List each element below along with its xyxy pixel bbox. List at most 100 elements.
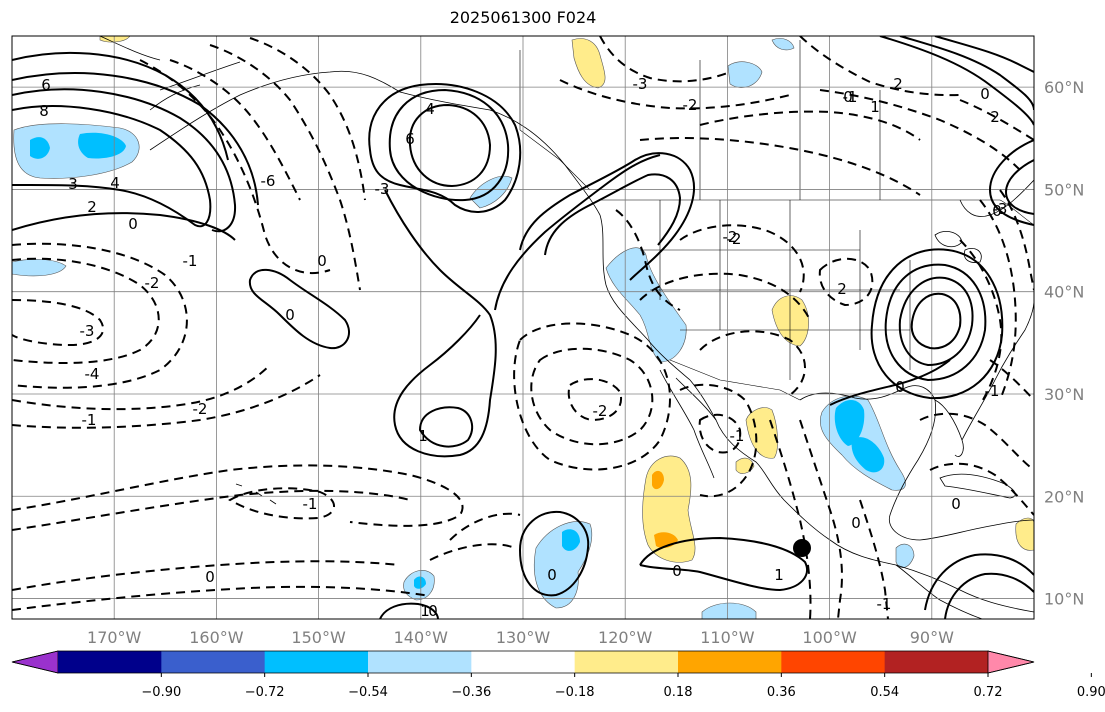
coastline-central-america bbox=[895, 564, 984, 619]
contour-dashed-east-pacific-low bbox=[530, 347, 654, 446]
contour-label: 2 bbox=[87, 198, 97, 216]
contour-solid-aleutian-high-3 bbox=[12, 72, 259, 206]
contour-label: -2 bbox=[727, 230, 742, 248]
map-frame bbox=[11, 35, 1035, 620]
contour-solid-aleutian-high bbox=[12, 105, 212, 228]
contour-label: 0 bbox=[843, 88, 853, 106]
contour-label: 2 bbox=[990, 108, 1000, 126]
contour-dashed-alaska-north-2 bbox=[559, 79, 791, 110]
contour-label: 0 bbox=[851, 514, 861, 532]
contour-label: -4 bbox=[85, 365, 100, 383]
latitude-label: 50°N bbox=[1044, 180, 1084, 199]
contour-solid-right-edge bbox=[988, 139, 1034, 226]
lat-lon-grid bbox=[12, 36, 1034, 619]
longitude-label: 120°W bbox=[598, 628, 653, 647]
fill-cyan-north-pacific-1 bbox=[30, 137, 50, 159]
contour-lines bbox=[12, 36, 1034, 619]
contour-dashed-lower-mid-2 bbox=[429, 543, 516, 561]
contour-solid-gulf-alaska-high bbox=[368, 83, 522, 213]
contour-solid-aleutian-high-2 bbox=[12, 88, 237, 233]
contour-label: -6 bbox=[261, 172, 276, 190]
contour-dashed-east-pacific-low-3 bbox=[513, 322, 671, 471]
contour-label: -2 bbox=[723, 228, 738, 246]
contour-solid-1-central bbox=[418, 406, 474, 448]
fill-blue-california bbox=[605, 247, 687, 363]
contour-solid-0-west bbox=[12, 212, 236, 241]
contour-label: 0 bbox=[128, 215, 138, 233]
contour-label: 3 bbox=[68, 175, 78, 193]
contour-solid-canada-high-ne bbox=[879, 36, 1034, 126]
longitude-label: 140°W bbox=[394, 628, 449, 647]
coastline-east bbox=[961, 299, 1034, 441]
contour-label: 0 bbox=[895, 378, 905, 396]
fill-orange-baja-1 bbox=[652, 470, 664, 490]
contour-solid-high-california-3 bbox=[494, 154, 661, 311]
fill-yellow-alaska-top bbox=[571, 38, 606, 89]
shaded-fills bbox=[12, 36, 1034, 619]
fill-cyan-east-pacific-2 bbox=[414, 576, 426, 589]
contour-label: -3 bbox=[633, 75, 648, 93]
contour-label: -1 bbox=[82, 411, 97, 429]
contour-solid-low-east-3 bbox=[910, 292, 962, 350]
colorbar-swatch bbox=[884, 651, 989, 673]
contour-label: 1 bbox=[420, 602, 430, 620]
longitude-label: 150°W bbox=[291, 628, 346, 647]
contour-dashed-west-low bbox=[12, 257, 160, 364]
contour-label: -3 bbox=[375, 180, 390, 198]
fill-cyan-gulf-mexico-1 bbox=[834, 399, 865, 446]
contour-dashed-west-low-5 bbox=[12, 374, 321, 429]
contour-label: 0 bbox=[672, 562, 682, 580]
contour-dashed-west-low-3 bbox=[12, 242, 188, 389]
contour-solid-0-loop bbox=[248, 268, 350, 350]
contour-lines-dashed bbox=[12, 36, 1034, 619]
colorbar-swatch bbox=[264, 651, 369, 673]
colorbar-swatch bbox=[781, 651, 886, 673]
contour-label: 0 bbox=[205, 568, 215, 586]
colorbar bbox=[11, 650, 1035, 674]
contour-dashed-us-interior-3 bbox=[818, 257, 874, 307]
fill-cyan-east-pacific bbox=[562, 529, 580, 551]
contour-dashed-pacific-south-2 bbox=[12, 489, 411, 531]
contour-dashed-east-coast-2 bbox=[999, 189, 1034, 291]
fill-cyan-gulf-mexico-2 bbox=[851, 437, 885, 473]
contour-label: 1 bbox=[418, 427, 428, 445]
longitude-label: 170°W bbox=[87, 628, 142, 647]
contour-dashed-aleutian-4 bbox=[139, 59, 331, 275]
contour-dashed-pacific-south-4 bbox=[12, 585, 431, 611]
contour-dashed-atlantic-2 bbox=[929, 462, 1034, 516]
contour-dashed-canada bbox=[699, 110, 921, 141]
colorbar-tick-label: −0.72 bbox=[245, 685, 285, 700]
location-marker-dot bbox=[793, 539, 811, 557]
contour-label: 1 bbox=[774, 566, 784, 584]
border-alaska-canada bbox=[519, 50, 591, 191]
contour-label: -2 bbox=[593, 402, 608, 420]
contour-dashed-right-top bbox=[959, 99, 1034, 141]
contour-dashed-gulf-1 bbox=[859, 499, 889, 619]
contour-dashed-pacific-south-3 bbox=[12, 560, 401, 591]
contour-dashed-west-low-2 bbox=[12, 299, 105, 347]
map-title: 2025061300 F024 bbox=[449, 8, 597, 27]
contour-label: -2 bbox=[193, 400, 208, 418]
contour-label: 4 bbox=[110, 174, 120, 192]
colorbar-extend-max bbox=[987, 650, 1035, 674]
longitude-label: 110°W bbox=[700, 628, 755, 647]
colorbar-tick-label: 0.54 bbox=[870, 685, 899, 700]
contour-label: -1 bbox=[843, 88, 858, 106]
colorbar-tick-label: −0.54 bbox=[348, 685, 388, 700]
border-us-canada bbox=[600, 199, 1034, 226]
colorbar-tick-label: −0.18 bbox=[555, 685, 595, 700]
colorbar-tick-labels: −0.90 −0.72 −0.54 −0.36 −0.18 0.18 0.36 0.54 0.7… bbox=[141, 673, 1105, 700]
colorbar-frame bbox=[11, 650, 1035, 674]
contour-solid-0-gulf bbox=[829, 359, 951, 406]
contour-label: 4 bbox=[425, 100, 435, 118]
latitude-label: 60°N bbox=[1044, 78, 1084, 97]
contour-label: -3 bbox=[993, 200, 1008, 218]
contour-dashed-east-pacific-low-2 bbox=[567, 378, 623, 422]
contour-label: -3 bbox=[80, 322, 95, 340]
contour-solid-east-pacific-closed bbox=[518, 510, 590, 597]
fill-blue-gulf-alaska bbox=[469, 176, 513, 209]
contour-label: 2 bbox=[837, 280, 847, 298]
contour-label: 1 bbox=[870, 98, 880, 116]
contour-solid-high-california-2 bbox=[544, 173, 682, 256]
contour-dashed-mexico-2 bbox=[698, 413, 742, 454]
